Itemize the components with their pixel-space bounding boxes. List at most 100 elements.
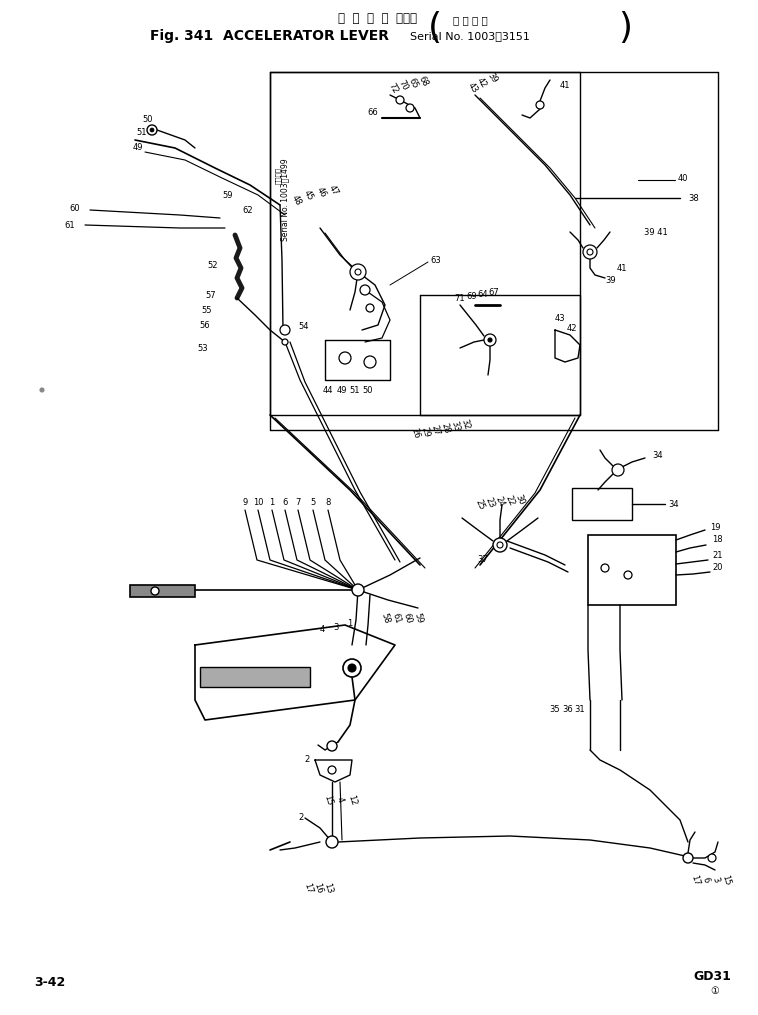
Text: 31: 31 xyxy=(575,705,585,715)
Text: 46: 46 xyxy=(315,185,328,199)
Text: 69: 69 xyxy=(467,291,478,300)
Text: 17: 17 xyxy=(689,874,701,886)
Text: 8: 8 xyxy=(325,497,330,506)
Circle shape xyxy=(587,249,593,255)
Text: 53: 53 xyxy=(197,343,208,352)
Circle shape xyxy=(339,352,351,364)
Circle shape xyxy=(151,587,159,595)
Circle shape xyxy=(364,356,376,368)
Circle shape xyxy=(327,741,337,751)
Text: 51: 51 xyxy=(136,128,147,136)
Circle shape xyxy=(488,338,492,342)
Circle shape xyxy=(343,659,361,677)
Bar xyxy=(130,585,195,597)
Circle shape xyxy=(583,245,597,259)
Text: 37: 37 xyxy=(478,555,488,564)
Text: 4: 4 xyxy=(319,625,324,634)
Text: Serial No. 1003～1499: Serial No. 1003～1499 xyxy=(280,158,290,242)
Text: 50: 50 xyxy=(363,386,373,395)
Text: 42: 42 xyxy=(475,76,489,90)
Text: 60: 60 xyxy=(70,203,80,212)
Text: 2: 2 xyxy=(305,755,310,764)
Text: 36: 36 xyxy=(562,705,573,715)
Circle shape xyxy=(396,96,404,104)
Text: 22: 22 xyxy=(504,494,516,508)
Text: 62: 62 xyxy=(243,205,253,214)
Text: 適用地域: 適用地域 xyxy=(274,166,281,184)
Circle shape xyxy=(40,388,44,392)
Text: 38: 38 xyxy=(688,194,699,203)
Text: 72: 72 xyxy=(387,81,399,94)
Text: 1: 1 xyxy=(269,497,274,506)
Text: 16: 16 xyxy=(312,882,324,894)
Text: (: ( xyxy=(428,11,442,45)
Circle shape xyxy=(612,464,624,476)
Circle shape xyxy=(150,128,154,132)
Text: 12: 12 xyxy=(346,794,358,806)
Circle shape xyxy=(282,339,288,345)
Text: 3: 3 xyxy=(711,876,721,884)
Text: 52: 52 xyxy=(208,261,218,270)
Text: 39: 39 xyxy=(485,71,499,85)
Text: 49: 49 xyxy=(133,142,143,151)
Text: 3: 3 xyxy=(334,622,339,631)
Text: 39: 39 xyxy=(605,275,615,284)
Circle shape xyxy=(352,584,364,596)
Text: 48: 48 xyxy=(290,193,303,207)
Text: 60: 60 xyxy=(401,612,413,624)
Circle shape xyxy=(493,538,507,552)
Text: 26: 26 xyxy=(409,426,421,439)
Text: 42: 42 xyxy=(567,324,578,333)
Text: 63: 63 xyxy=(430,256,440,265)
Text: 66: 66 xyxy=(367,108,378,117)
Text: 7: 7 xyxy=(296,497,301,506)
Text: 57: 57 xyxy=(205,290,216,299)
Circle shape xyxy=(328,766,336,774)
Text: 61: 61 xyxy=(390,612,402,624)
Text: 18: 18 xyxy=(712,536,722,544)
Text: 6: 6 xyxy=(701,876,711,884)
Circle shape xyxy=(348,664,356,672)
Text: 32: 32 xyxy=(459,417,471,430)
Text: 34: 34 xyxy=(652,451,662,460)
Circle shape xyxy=(683,853,693,863)
Text: 15: 15 xyxy=(720,874,732,886)
Text: 15: 15 xyxy=(322,794,334,806)
Text: 55: 55 xyxy=(202,306,212,315)
Text: ): ) xyxy=(618,11,632,45)
Text: Serial No. 1003～3151: Serial No. 1003～3151 xyxy=(410,31,530,41)
Text: 適 用 号 機: 適 用 号 機 xyxy=(453,15,487,25)
Text: 33: 33 xyxy=(449,419,461,432)
Circle shape xyxy=(280,325,290,335)
Text: 44: 44 xyxy=(323,386,334,395)
Text: 10: 10 xyxy=(252,497,263,506)
Text: 20: 20 xyxy=(712,563,722,572)
Text: 19: 19 xyxy=(710,523,721,532)
Circle shape xyxy=(147,125,157,135)
Text: 34: 34 xyxy=(668,499,678,509)
Text: 27: 27 xyxy=(429,423,441,436)
Text: 17: 17 xyxy=(302,882,314,894)
Bar xyxy=(588,535,676,605)
Text: 3-42: 3-42 xyxy=(34,975,66,989)
Text: 43: 43 xyxy=(555,314,565,323)
Text: 65: 65 xyxy=(406,76,420,90)
Text: 51: 51 xyxy=(349,386,360,395)
Text: 9: 9 xyxy=(243,497,248,506)
Text: 40: 40 xyxy=(678,174,688,183)
Text: 30: 30 xyxy=(514,493,526,506)
Text: 67: 67 xyxy=(489,287,500,296)
Text: ア  ク  セ  ル  レバー: ア ク セ ル レバー xyxy=(339,11,418,24)
Text: 1: 1 xyxy=(347,619,352,628)
Text: 68: 68 xyxy=(416,74,430,88)
Text: 41: 41 xyxy=(560,80,571,89)
Text: 59: 59 xyxy=(223,191,233,200)
Circle shape xyxy=(708,854,716,862)
Text: 58: 58 xyxy=(379,612,391,624)
Text: 47: 47 xyxy=(327,183,340,197)
Text: 71: 71 xyxy=(455,293,465,302)
Circle shape xyxy=(601,564,609,572)
Text: 56: 56 xyxy=(199,321,210,330)
Text: 21: 21 xyxy=(712,550,722,559)
Text: 28: 28 xyxy=(439,421,451,434)
